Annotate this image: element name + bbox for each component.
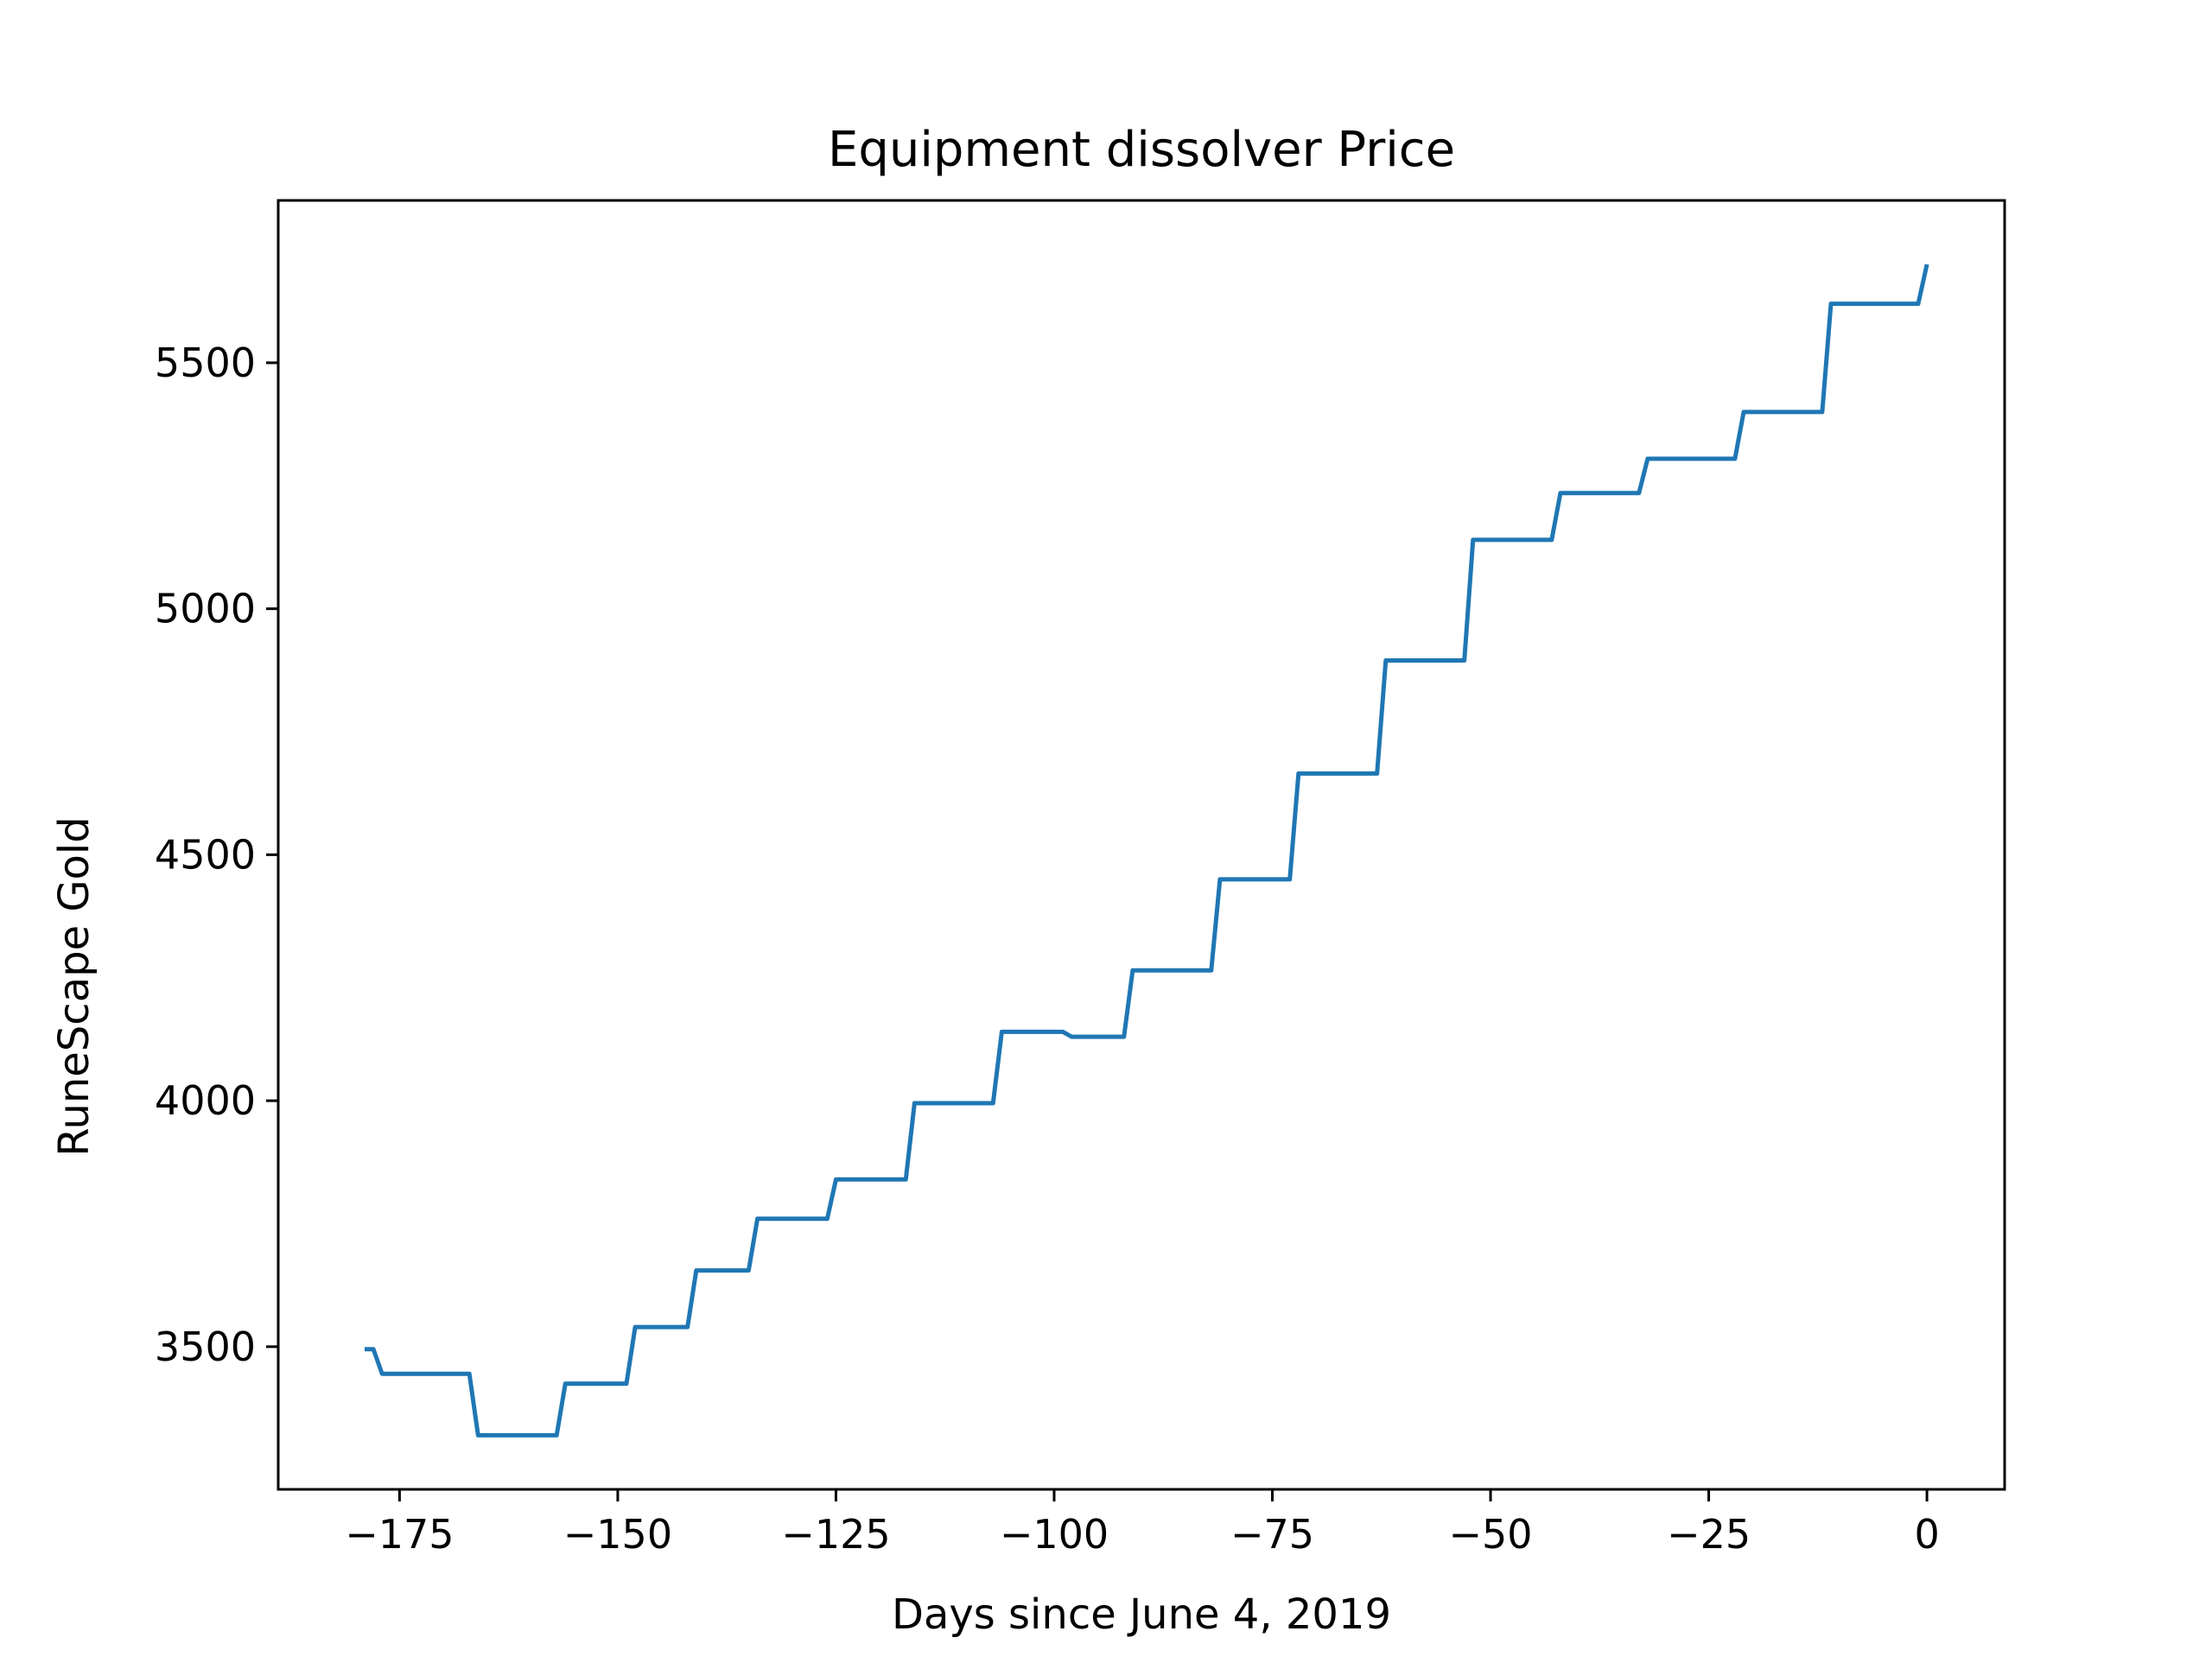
x-tick-label: −50 — [1449, 1511, 1533, 1558]
plot-area-frame — [276, 199, 2006, 1491]
x-tick-label: 0 — [1914, 1511, 1939, 1558]
y-axis-ticks: 3500 4000 4500 5000 5500 — [155, 340, 278, 1370]
chart-title: Equipment dissolver Price — [828, 122, 1455, 178]
x-tick-label: −25 — [1667, 1511, 1751, 1558]
y-tick-label: 3500 — [155, 1323, 256, 1370]
x-tick-label: −75 — [1230, 1511, 1314, 1558]
y-tick-label: 5000 — [155, 586, 256, 632]
y-axis-label: RuneScape Gold — [50, 816, 99, 1156]
series-layer — [365, 263, 1929, 1438]
x-tick-label: −125 — [781, 1511, 890, 1558]
x-axis-ticks: −175 −150 −125 −100 −75 −50 −25 0 — [345, 1489, 1940, 1558]
y-tick-label: 4500 — [155, 831, 256, 878]
price-series-line — [365, 263, 1929, 1438]
x-tick-label: −150 — [563, 1511, 672, 1558]
x-tick-label: −175 — [345, 1511, 454, 1558]
x-tick-label: −100 — [1000, 1511, 1109, 1558]
x-axis-label: Days since June 4, 2019 — [892, 1590, 1391, 1639]
y-tick-label: 5500 — [155, 340, 256, 386]
y-tick-label: 4000 — [155, 1077, 256, 1124]
